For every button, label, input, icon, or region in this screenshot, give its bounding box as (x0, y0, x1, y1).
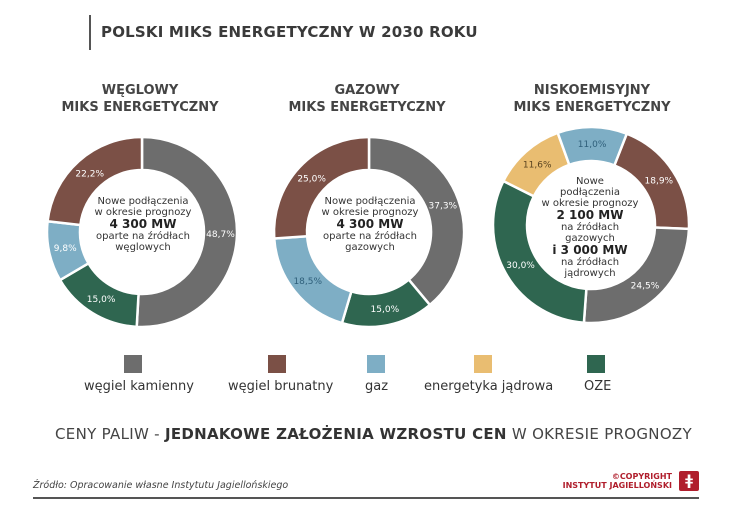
center-gas-l2: w okresie prognozy (321, 207, 419, 218)
donut-2-label-3: 11,6% (523, 160, 552, 170)
title-rule (89, 15, 91, 50)
banner-pre: CENY PALIW - (55, 425, 165, 443)
legend-label-lignite: węgiel brunatny (228, 379, 334, 394)
banner-post: W OKRESIE PROGNOZY (506, 425, 692, 443)
donut-1-label-3: 25,0% (297, 174, 326, 184)
bottom-rule (33, 497, 699, 499)
center-low-l5: na źródłach (560, 257, 620, 268)
center-coal-mw: 4 300 MW (109, 217, 177, 231)
donut-0-slice-3 (46, 135, 144, 227)
chart-title-gas-line2: MIKS ENERGETYCZNY (288, 100, 446, 115)
donut-2-label-4: 11,0% (578, 140, 607, 150)
legend-label-renewables: OZE (584, 379, 612, 394)
copyright: ©COPYRIGHT INSTYTUT JAGIELLOŃSKI (563, 472, 672, 490)
legend-label-hard-coal: węgiel kamienny (84, 379, 194, 394)
chart-title-lowemission: NISKOEMISYJNY MIKS ENERGETYCZNY (487, 82, 697, 116)
donut-1-slice-3 (272, 135, 371, 240)
legend-swatch-lignite (268, 355, 286, 373)
chart-title-lowemission-line2: MIKS ENERGETYCZNY (513, 100, 671, 115)
donut-2-label-1: 24,5% (631, 281, 660, 291)
source-note: Źródło: Opracowanie własne Instytutu Jag… (33, 480, 289, 491)
donut-2-slice-2 (491, 179, 588, 325)
donut-0-label-1: 15,0% (87, 295, 116, 305)
center-coal-l1: Nowe podłączenia (97, 196, 189, 207)
center-gas-l4: gazowych (345, 242, 395, 253)
center-coal-l2: w okresie prognozy (94, 207, 192, 218)
center-text-lowemission: Nowe podłączenia w okresie prognozy 2 10… (535, 176, 645, 279)
page-title: POLSKI MIKS ENERGETYCZNY W 2030 ROKU (101, 23, 478, 41)
center-gas-l3: oparte na źródłach (322, 231, 417, 242)
center-coal-l3: oparte na źródłach (95, 231, 190, 242)
center-low-l4: na źródłach gazowych (560, 222, 620, 244)
donut-1-label-0: 37,3% (429, 201, 458, 211)
donut-1-label-2: 18,5% (293, 277, 322, 287)
banner-bold: JEDNAKOWE ZAŁOŻENIA WZROSTU CEN (164, 425, 507, 443)
chart-title-gas-line1: GAZOWY (334, 83, 400, 98)
center-low-l3: w okresie prognozy (541, 198, 639, 209)
legend-swatch-gas (367, 355, 385, 373)
center-coal-l4: węglowych (115, 242, 171, 253)
donut-2-label-2: 30,0% (506, 261, 535, 271)
legend-swatch-nuclear (474, 355, 492, 373)
legend-swatch-renewables (587, 355, 605, 373)
donut-1-label-1: 15,0% (371, 305, 400, 315)
donut-0-label-0: 48,7% (206, 230, 235, 240)
center-low-mw1: 2 100 MW (556, 208, 624, 222)
legend-swatch-hard-coal (124, 355, 142, 373)
donut-0-label-2: 9,8% (54, 244, 77, 254)
fuel-price-banner: CENY PALIW - JEDNAKOWE ZAŁOŻENIA WZROSTU… (0, 425, 747, 443)
copyright-line1: ©COPYRIGHT (611, 472, 672, 481)
legend-label-gas: gaz (365, 379, 389, 394)
center-gas-l1: Nowe podłączenia (324, 196, 416, 207)
chart-title-lowemission-line1: NISKOEMISYJNY (533, 83, 651, 98)
center-low-mw2: i 3 000 MW (552, 243, 628, 257)
copyright-line2: INSTYTUT JAGIELLOŃSKI (562, 481, 672, 490)
chart-title-gas: GAZOWY MIKS ENERGETYCZNY (262, 82, 472, 116)
chart-title-coal-line1: WĘGLOWY (101, 83, 179, 98)
donut-2-label-0: 18,9% (645, 177, 674, 187)
donut-2-slice-4 (556, 125, 629, 168)
center-low-l1: Nowe (576, 176, 604, 187)
institute-logo-icon: ǂ (679, 471, 699, 491)
center-text-gas: Nowe podłączenia w okresie prognozy 4 30… (315, 196, 425, 253)
donut-0-label-3: 22,2% (75, 169, 104, 179)
center-low-l2: podłączenia (560, 187, 620, 198)
legend-label-nuclear: energetyka jądrowa (424, 379, 554, 394)
chart-title-coal: WĘGLOWY MIKS ENERGETYCZNY (35, 82, 245, 116)
center-text-coal: Nowe podłączenia w okresie prognozy 4 30… (88, 196, 198, 253)
center-low-l6: jądrowych (564, 268, 616, 279)
center-gas-mw: 4 300 MW (336, 217, 404, 231)
donut-0-slice-0 (135, 135, 239, 329)
donut-1-slice-0 (367, 135, 466, 307)
chart-title-coal-line2: MIKS ENERGETYCZNY (61, 100, 219, 115)
